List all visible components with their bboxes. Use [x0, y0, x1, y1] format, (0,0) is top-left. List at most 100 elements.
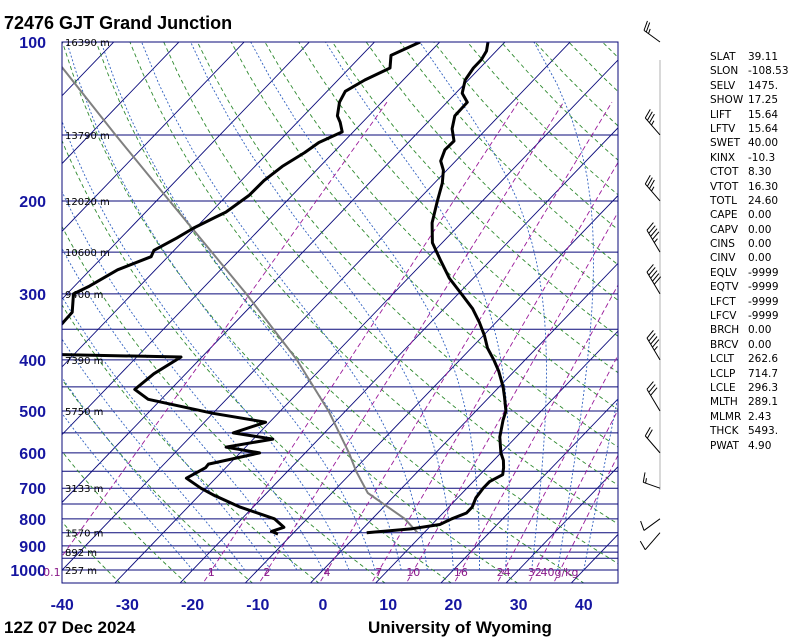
index-row: LCLP 714.7 [710, 367, 800, 381]
index-value: 262.6 [748, 353, 779, 366]
isotherm-line [62, 42, 571, 571]
pressure-tick-label: 300 [19, 287, 46, 304]
wind-barb-flag [648, 333, 656, 342]
wind-barb-flag [646, 222, 654, 231]
sounding-traces [62, 42, 508, 536]
height-tick-label: 9400 m [65, 290, 103, 301]
index-row: SLAT 39.11 [710, 50, 800, 64]
wind-barb-staff [644, 183, 661, 202]
index-value: 296.3 [748, 381, 779, 394]
temperature-tick-label: -30 [116, 597, 139, 614]
index-value: -9999 [748, 295, 779, 308]
wind-barb-flag [648, 28, 651, 34]
wind-barb-flag [652, 273, 660, 282]
mixing-ratio-line [62, 101, 388, 558]
wind-barb-staff [643, 518, 661, 531]
dry-adiabat [298, 42, 618, 374]
index-value: 0.00 [748, 238, 772, 251]
index-row: MLMR 2.43 [710, 410, 800, 424]
index-value: 0.00 [748, 324, 772, 337]
pressure-tick-label: 100 [19, 35, 46, 52]
wind-barb-flag [646, 264, 654, 273]
moist-adiabat [62, 295, 272, 571]
dry-adiabat [62, 139, 453, 583]
wind-barb [646, 264, 662, 295]
moist-adiabat [62, 190, 324, 571]
index-row: SELV 1475. [710, 79, 800, 93]
thermodynamic-grid [62, 42, 618, 583]
wind-barb-flag [639, 540, 646, 550]
index-value: 39.11 [748, 51, 779, 63]
wind-barb-staff [646, 337, 661, 361]
wind-barb-flag [644, 175, 651, 185]
mixing-ratio-label: 40g/kg [540, 566, 578, 579]
isotherm-line [62, 42, 180, 165]
mixing-ratio-label: 1 [208, 566, 215, 579]
mixing-ratio-label: 10 [406, 566, 420, 579]
moist-adiabat [66, 42, 376, 571]
index-row: LCLT 262.6 [710, 352, 800, 366]
moist-adiabat [419, 42, 547, 571]
mixing-ratio-line [554, 454, 618, 582]
index-row: PWAT 4.90 [710, 439, 800, 453]
wind-barb-flag [646, 330, 654, 339]
pressure-tick-label: 600 [19, 446, 46, 463]
index-value: 2.43 [748, 410, 772, 423]
index-value: 714.7 [748, 367, 779, 380]
dewpoint-trace [62, 42, 421, 536]
index-row: CAPE 0.00 [710, 208, 800, 222]
wind-barb-flag [648, 384, 656, 393]
index-key: EQLV [710, 266, 737, 279]
wind-barb [642, 472, 661, 489]
wind-barb-flag [644, 426, 651, 437]
moist-adiabat [62, 376, 220, 571]
index-key: KINX [710, 151, 736, 164]
isotherm-line [62, 42, 376, 368]
mixing-ratio-label: 2 [264, 566, 271, 579]
height-tick-label: 10600 m [65, 248, 110, 259]
wind-barb-flag [643, 20, 648, 31]
index-row: EQTV -9999 [710, 280, 800, 294]
dry-adiabat [230, 42, 618, 448]
wind-barb-flag [653, 276, 662, 285]
wind-barb-flag [651, 186, 655, 192]
wind-barb-flag [645, 22, 651, 33]
wind-barb-flag [650, 336, 658, 345]
index-key: CAPE [710, 209, 738, 222]
temperature-tick-label: 10 [379, 597, 397, 614]
isotherm-line [309, 262, 618, 583]
index-value: -9999 [748, 281, 779, 294]
pressure-tick-label: 1000 [10, 563, 46, 580]
index-key: CTOT [710, 166, 739, 179]
wind-barb-staff [644, 117, 661, 136]
wind-barb [646, 330, 661, 361]
index-value: 16.30 [748, 180, 779, 193]
index-key: BRCV [710, 338, 739, 351]
chart-title: 72476 GJT Grand Junction [4, 13, 232, 33]
wind-barb-staff [646, 388, 661, 412]
index-row: CINV 0.00 [710, 251, 800, 265]
pressure-tick-label: 800 [19, 512, 46, 529]
index-key: MLTH [710, 396, 738, 409]
wind-barb [646, 381, 661, 412]
index-value: 289.1 [748, 396, 779, 409]
index-row: TOTL 24.60 [710, 194, 800, 208]
wind-barb-flag [646, 429, 653, 439]
index-value: 15.64 [748, 122, 779, 135]
dry-adiabat [163, 42, 618, 525]
wind-barb [646, 222, 661, 253]
dry-adiabat [62, 378, 254, 583]
temperature-tick-label: -40 [51, 597, 74, 614]
mixing-ratio-label: 24 [497, 566, 511, 579]
temperature-tick-label: 40 [575, 597, 593, 614]
isotherm-line [114, 59, 618, 583]
index-key: VTOT [710, 180, 739, 193]
moist-adiabat [250, 42, 480, 570]
index-row: LCLE 296.3 [710, 381, 800, 395]
temperature-trace [366, 42, 508, 535]
isotherm-line [62, 42, 506, 504]
index-value: -10.3 [748, 151, 776, 164]
mixing-ratio-line [407, 211, 618, 582]
index-row: MLTH 289.1 [710, 395, 800, 409]
